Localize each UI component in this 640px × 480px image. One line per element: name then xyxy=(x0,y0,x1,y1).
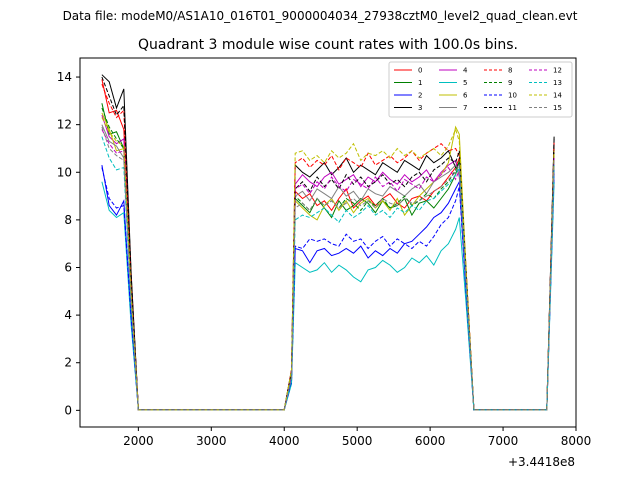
series-line-13 xyxy=(101,136,555,411)
x-tick-label-8000: 8000 xyxy=(561,434,592,448)
x-tick-label-5000: 5000 xyxy=(342,434,373,448)
series-line-5 xyxy=(101,181,555,411)
series-line-0 xyxy=(101,79,555,411)
y-tick-label-6: 6 xyxy=(64,260,72,274)
y-tick-label-2: 2 xyxy=(64,356,72,370)
legend-label-3: 3 xyxy=(418,104,422,112)
legend-label-7: 7 xyxy=(463,104,467,112)
y-tick-label-12: 12 xyxy=(57,118,72,132)
legend-label-5: 5 xyxy=(463,79,467,87)
legend-label-10: 10 xyxy=(508,92,517,100)
y-tick-label-10: 10 xyxy=(57,165,72,179)
x-offset-label: +3.4418e8 xyxy=(508,455,575,469)
axes-frame xyxy=(79,57,577,428)
x-tick-label-6000: 6000 xyxy=(415,434,446,448)
y-tick-label-14: 14 xyxy=(57,70,72,84)
legend-label-13: 13 xyxy=(553,79,562,87)
legend-label-2: 2 xyxy=(418,92,422,100)
series-line-3 xyxy=(101,74,555,411)
chart-title: Quadrant 3 module wise count rates with … xyxy=(138,37,518,53)
legend-label-9: 9 xyxy=(508,79,512,87)
legend-label-12: 12 xyxy=(553,67,562,75)
x-tick-label-2000: 2000 xyxy=(123,434,154,448)
y-tick-label-4: 4 xyxy=(64,308,72,322)
x-tick-label-4000: 4000 xyxy=(269,434,300,448)
x-tick-label-3000: 3000 xyxy=(196,434,227,448)
legend-label-14: 14 xyxy=(553,92,562,100)
legend-label-0: 0 xyxy=(418,67,422,75)
series-line-14 xyxy=(101,117,555,411)
y-tick-label-8: 8 xyxy=(64,213,72,227)
series-line-10 xyxy=(101,167,555,411)
legend-box xyxy=(388,61,573,118)
series-line-15 xyxy=(101,126,555,411)
legend-label-15: 15 xyxy=(553,104,562,112)
legend-label-8: 8 xyxy=(508,67,512,75)
series-line-9 xyxy=(101,107,555,411)
series-line-8 xyxy=(101,84,555,411)
x-tick-label-7000: 7000 xyxy=(488,434,519,448)
series-line-11 xyxy=(101,76,555,411)
legend-label-11: 11 xyxy=(508,104,517,112)
legend-label-1: 1 xyxy=(418,79,422,87)
series-line-6 xyxy=(101,112,555,411)
series-line-12 xyxy=(101,129,555,411)
series-line-4 xyxy=(101,114,555,411)
legend-label-4: 4 xyxy=(463,67,468,75)
series-line-1 xyxy=(101,103,555,411)
chart-suptitle: Data file: modeM0/AS1A10_016T01_90000040… xyxy=(63,9,578,23)
y-tick-label-0: 0 xyxy=(64,403,72,417)
legend-label-6: 6 xyxy=(463,92,468,100)
